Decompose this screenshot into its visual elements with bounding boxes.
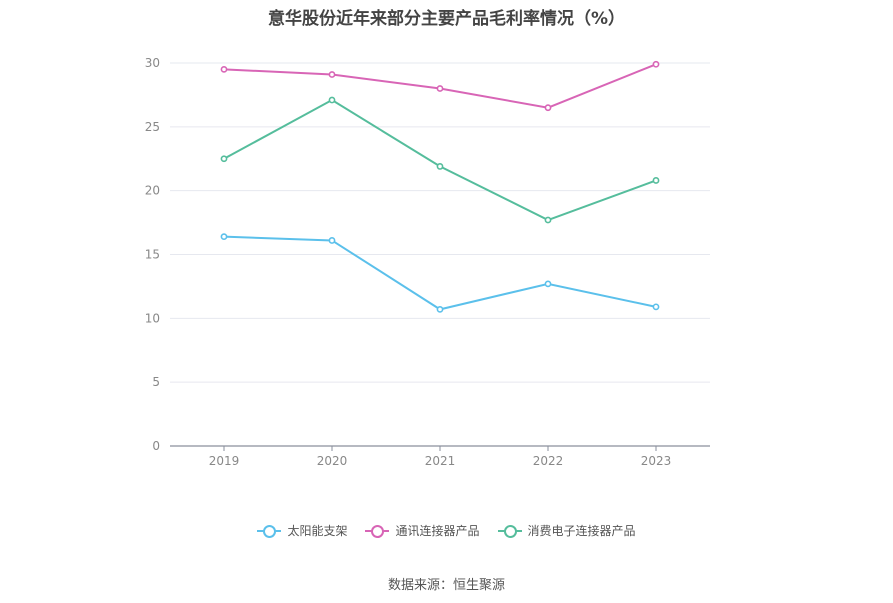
data-point[interactable]: [220, 65, 228, 73]
data-point[interactable]: [652, 303, 660, 311]
legend-marker-icon: [365, 524, 390, 538]
data-point[interactable]: [328, 237, 336, 244]
x-tick-label: 2019: [209, 454, 240, 468]
legend-label: 消费电子连接器产品: [527, 524, 636, 538]
source-note: 数据来源：恒生聚源: [387, 578, 505, 593]
series-line-2: [223, 98, 657, 222]
y-tick-label: 30: [145, 56, 160, 70]
data-point[interactable]: [436, 85, 444, 92]
legend: 太阳能支架 通讯连接器产品 消费电子连接器产品: [0, 522, 893, 539]
data-point[interactable]: [328, 96, 336, 104]
series-lines: [220, 60, 660, 313]
x-tick-label: 2020: [317, 454, 348, 468]
data-point[interactable]: [544, 104, 552, 112]
grid-lines: [170, 62, 710, 383]
y-tick-label: 10: [145, 311, 160, 325]
legend-marker-icon: [497, 524, 522, 538]
x-tick-label: 2023: [641, 454, 672, 468]
data-point[interactable]: [436, 305, 444, 313]
data-point[interactable]: [328, 71, 336, 78]
y-tick-label: 15: [145, 248, 160, 262]
x-tick-label: 2021: [425, 454, 456, 468]
legend-item[interactable]: 消费电子连接器产品: [497, 522, 636, 539]
legend-label: 太阳能支架: [287, 524, 348, 538]
y-tick-label: 20: [145, 184, 160, 198]
y-tick-label: 25: [145, 120, 160, 134]
axes: 0 5 10 15 20 25 30 2019 2020 2021 2022 2023: [145, 56, 710, 468]
legend-label: 通讯连接器产品: [395, 524, 480, 538]
data-point[interactable]: [652, 60, 660, 68]
legend-marker-icon: [257, 524, 282, 538]
y-tick-label: 0: [152, 439, 160, 453]
x-tick-label: 2022: [533, 454, 564, 468]
data-point[interactable]: [220, 155, 228, 163]
legend-item[interactable]: 太阳能支架: [257, 522, 347, 539]
data-point[interactable]: [544, 216, 552, 224]
series-line-0: [223, 235, 657, 311]
data-point[interactable]: [544, 280, 552, 288]
data-point[interactable]: [652, 177, 660, 184]
y-tick-label: 5: [152, 375, 160, 389]
data-point[interactable]: [436, 163, 444, 170]
chart-title: 意华股份近年来部分主要产品毛利率情况（%）: [267, 9, 626, 29]
legend-item[interactable]: 通讯连接器产品: [365, 522, 480, 539]
data-point[interactable]: [220, 233, 228, 241]
